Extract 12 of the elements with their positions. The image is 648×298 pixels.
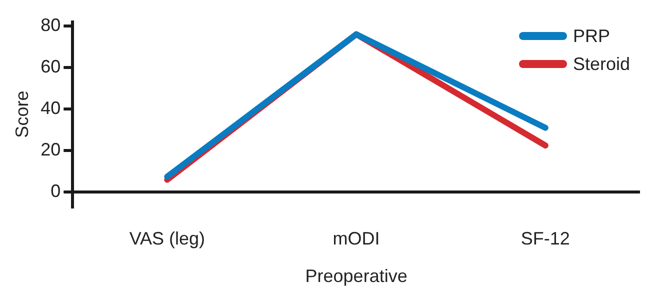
y-tick-label: 40 [40, 98, 61, 118]
y-tick-label: 20 [40, 140, 61, 160]
legend-label: PRP [572, 26, 610, 46]
x-axis-title: Preoperative [305, 266, 408, 286]
x-tick-label: VAS (leg) [129, 228, 206, 249]
y-tick-label: 60 [40, 56, 61, 76]
x-tick-label: mODI [332, 228, 380, 249]
y-axis-title: Score [12, 90, 32, 138]
legend-label: Steroid [572, 54, 630, 74]
y-tick-label: 0 [50, 181, 61, 202]
x-tick-label: SF-12 [520, 228, 570, 249]
y-tick-label: 80 [40, 14, 61, 35]
